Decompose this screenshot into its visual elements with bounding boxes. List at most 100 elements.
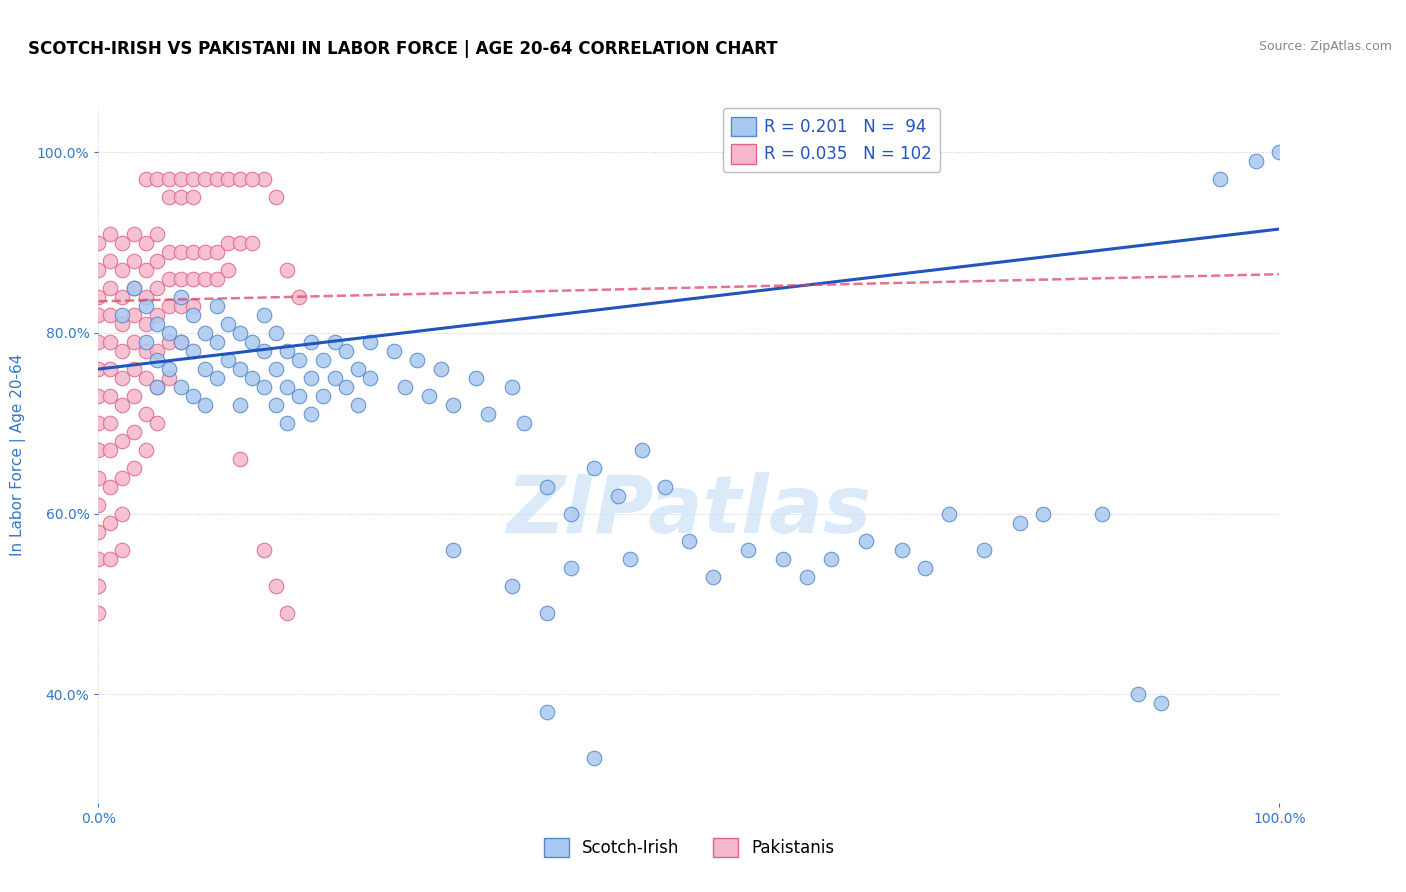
Point — [441, 398, 464, 412]
Point — [240, 235, 263, 250]
Point — [217, 262, 239, 277]
Point — [418, 389, 440, 403]
Point — [430, 362, 453, 376]
Text: Source: ZipAtlas.com: Source: ZipAtlas.com — [1258, 40, 1392, 54]
Point — [157, 172, 180, 186]
Point — [1032, 507, 1054, 521]
Point — [253, 344, 276, 359]
Point — [87, 498, 110, 512]
Point — [299, 407, 322, 421]
Point — [264, 362, 287, 376]
Point — [205, 371, 228, 385]
Point — [276, 262, 298, 277]
Point — [170, 271, 193, 285]
Point — [194, 362, 217, 376]
Point — [98, 334, 121, 349]
Point — [205, 172, 228, 186]
Text: ZIPatlas: ZIPatlas — [506, 472, 872, 549]
Point — [98, 417, 121, 431]
Point — [111, 235, 134, 250]
Point — [181, 389, 204, 403]
Point — [264, 398, 287, 412]
Point — [441, 542, 464, 557]
Point — [217, 172, 239, 186]
Point — [229, 452, 252, 467]
Point — [111, 344, 134, 359]
Point — [122, 227, 145, 241]
Point — [702, 570, 724, 584]
Point — [111, 308, 134, 322]
Point — [98, 281, 121, 295]
Point — [98, 362, 121, 376]
Point — [1268, 145, 1291, 160]
Point — [146, 317, 169, 331]
Point — [1008, 516, 1031, 530]
Point — [111, 542, 134, 557]
Point — [111, 371, 134, 385]
Point — [135, 407, 157, 421]
Point — [1126, 687, 1149, 701]
Point — [240, 334, 263, 349]
Point — [253, 308, 276, 322]
Point — [323, 371, 346, 385]
Point — [1091, 507, 1114, 521]
Point — [890, 542, 912, 557]
Point — [135, 172, 157, 186]
Point — [501, 380, 523, 394]
Point — [87, 524, 110, 539]
Point — [347, 398, 370, 412]
Point — [194, 244, 217, 259]
Point — [87, 334, 110, 349]
Point — [796, 570, 818, 584]
Point — [122, 253, 145, 268]
Point — [253, 172, 276, 186]
Point — [406, 353, 429, 368]
Point — [1244, 154, 1267, 169]
Point — [299, 334, 322, 349]
Point — [323, 334, 346, 349]
Point — [111, 434, 134, 449]
Point — [87, 579, 110, 593]
Point — [122, 281, 145, 295]
Point — [111, 317, 134, 331]
Point — [536, 479, 558, 493]
Point — [98, 479, 121, 493]
Point — [737, 542, 759, 557]
Point — [276, 606, 298, 620]
Point — [170, 334, 193, 349]
Point — [87, 443, 110, 458]
Point — [87, 470, 110, 484]
Point — [583, 750, 606, 764]
Point — [205, 299, 228, 313]
Point — [619, 551, 641, 566]
Point — [560, 561, 582, 575]
Point — [229, 362, 252, 376]
Point — [135, 371, 157, 385]
Point — [98, 443, 121, 458]
Point — [264, 326, 287, 340]
Point — [973, 542, 995, 557]
Point — [98, 227, 121, 241]
Point — [217, 353, 239, 368]
Point — [122, 308, 145, 322]
Point — [157, 362, 180, 376]
Point — [122, 334, 145, 349]
Point — [146, 417, 169, 431]
Point — [146, 172, 169, 186]
Point — [170, 299, 193, 313]
Point — [607, 489, 630, 503]
Point — [217, 317, 239, 331]
Point — [122, 425, 145, 440]
Point — [87, 551, 110, 566]
Point — [98, 389, 121, 403]
Point — [820, 551, 842, 566]
Y-axis label: In Labor Force | Age 20-64: In Labor Force | Age 20-64 — [10, 354, 25, 556]
Point — [111, 470, 134, 484]
Point — [359, 334, 381, 349]
Point — [276, 417, 298, 431]
Point — [194, 398, 217, 412]
Point — [87, 417, 110, 431]
Point — [253, 542, 276, 557]
Point — [678, 533, 700, 548]
Point — [477, 407, 499, 421]
